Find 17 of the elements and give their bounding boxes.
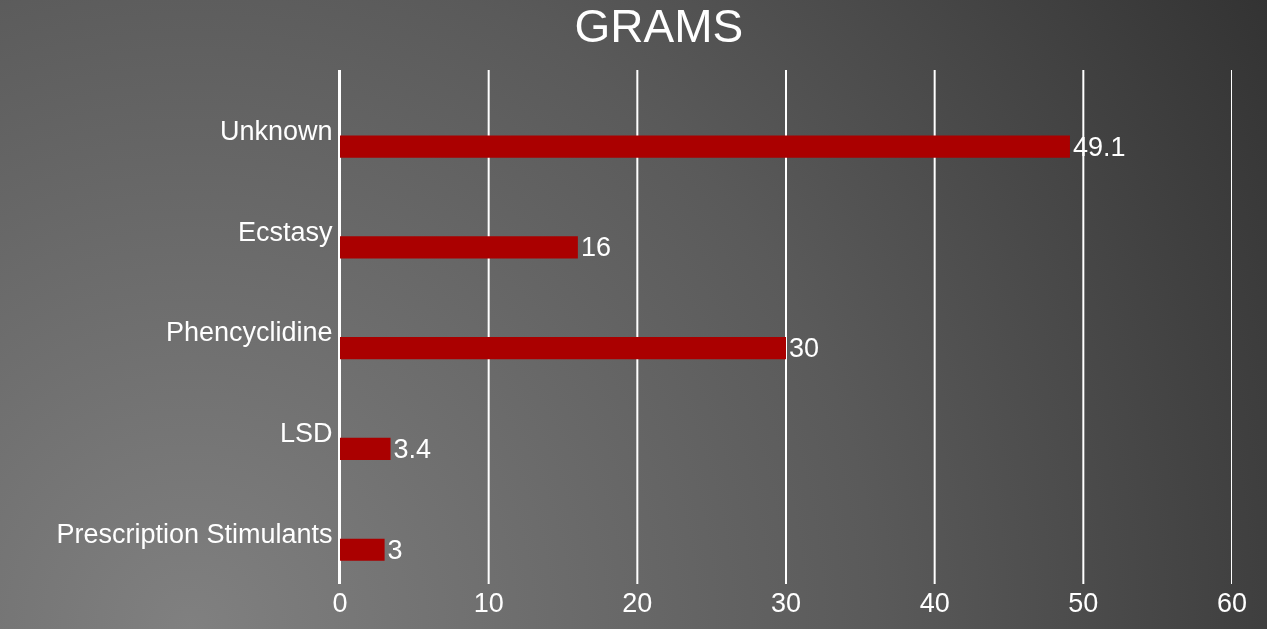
data-label: 3.4 [393, 433, 432, 464]
y-tick-label: Prescription Stimulants [56, 519, 333, 550]
y-tick-label: Phencyclidine [165, 317, 333, 348]
x-tick-label: 60 [1216, 588, 1248, 618]
data-label: 3 [387, 534, 403, 565]
y-tick-label: LSD [280, 418, 333, 449]
x-tick-label: 40 [919, 588, 950, 618]
x-tick-label: 10 [473, 588, 504, 618]
x-tick-label: 20 [622, 588, 653, 618]
x-tick-label: 50 [1068, 588, 1099, 618]
x-tick-label: 0 [332, 588, 348, 618]
y-tick-label: Ecstasy [238, 216, 334, 247]
y-tick-label: Unknown [220, 115, 333, 146]
x-tick-label: 30 [770, 588, 802, 618]
chart-title: GRAMS [574, 0, 744, 52]
data-label: 16 [580, 232, 611, 263]
data-label: 30 [789, 333, 820, 364]
